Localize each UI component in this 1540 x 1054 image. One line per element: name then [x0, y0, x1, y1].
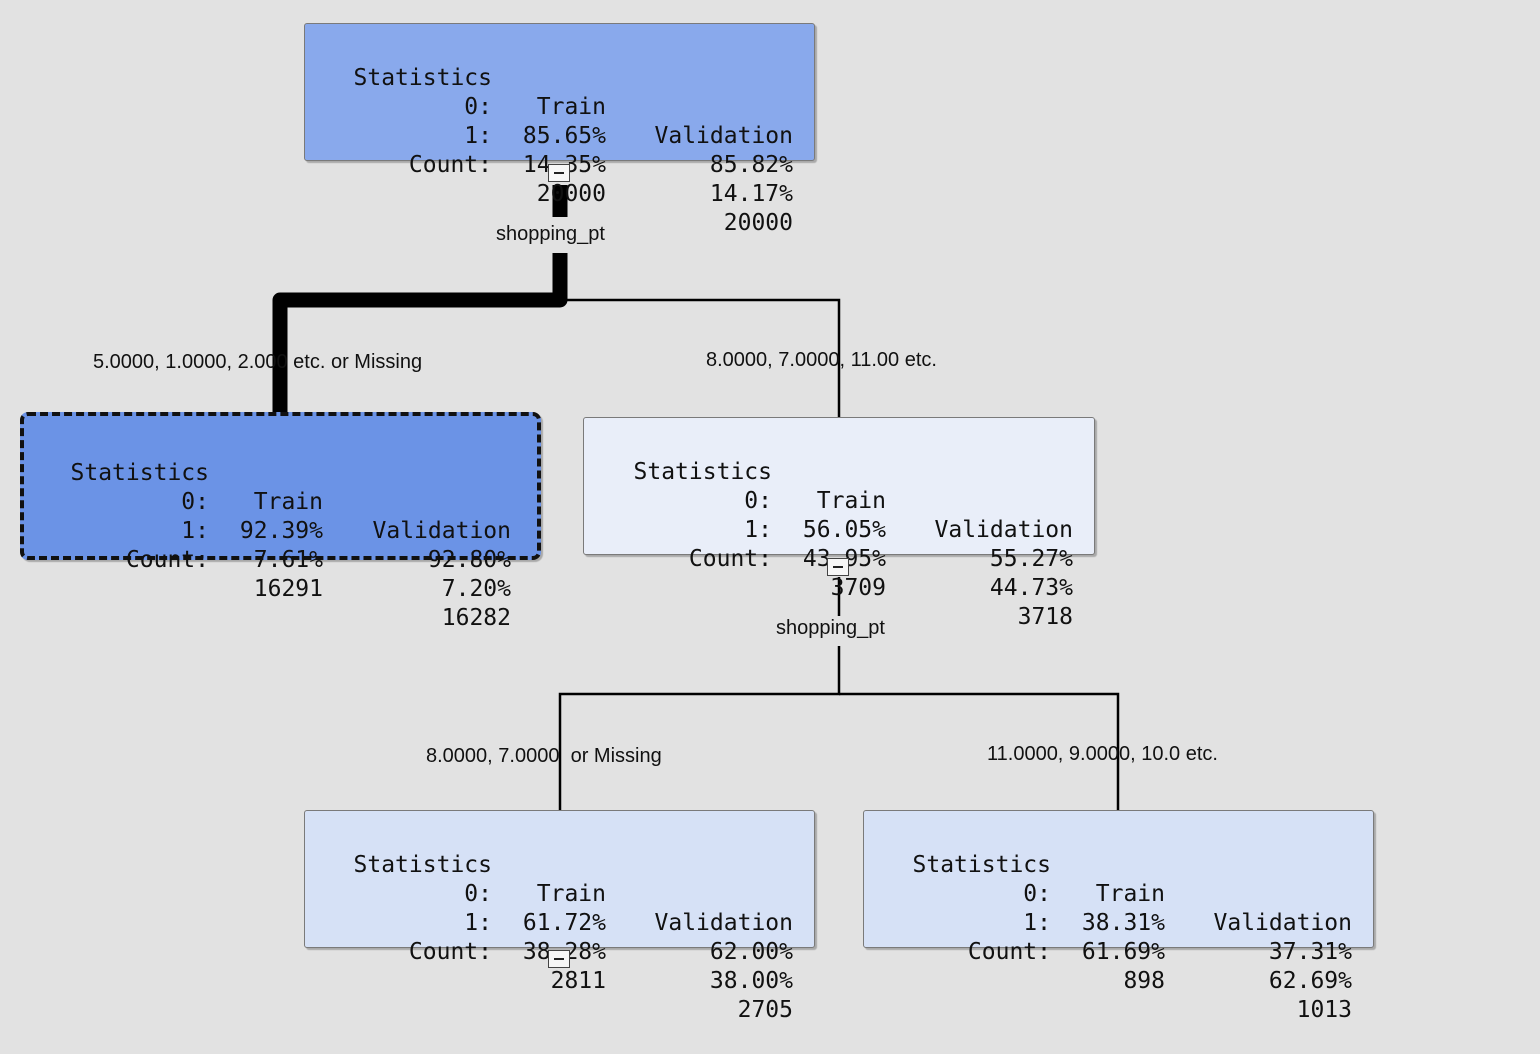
- row-label: 1:: [181, 518, 209, 544]
- row-label: 1:: [1023, 910, 1051, 936]
- row-label: Count:: [125, 547, 209, 573]
- row-label: 0:: [181, 489, 209, 515]
- train-value: 20000: [536, 181, 606, 207]
- header-validation: Validation: [654, 910, 793, 936]
- train-value: 85.65%: [522, 123, 606, 149]
- header-validation: Validation: [654, 123, 793, 149]
- train-value: 7.61%: [253, 547, 323, 573]
- tree-node-right-right[interactable]: Statistics Train Validation 0: 38.31% 37…: [863, 810, 1374, 1023]
- validation-value: 16282: [441, 605, 511, 631]
- node-row-class-0: 0: 85.65% 85.82%: [305, 64, 814, 178]
- row-label: Count:: [967, 939, 1051, 965]
- tree-edges: [272, 185, 1120, 964]
- node-row-class-1: 1: 14.35% 14.17%: [305, 93, 814, 207]
- validation-value: 14.17%: [709, 181, 793, 207]
- row-label: 1:: [464, 123, 492, 149]
- split-label-root: shopping_pt: [494, 223, 607, 246]
- collapse-toggle-right[interactable]: [827, 558, 849, 576]
- train-value: 38.31%: [1081, 910, 1165, 936]
- validation-value: 62.00%: [709, 939, 793, 965]
- train-value: 61.72%: [522, 910, 606, 936]
- tree-node-right[interactable]: Statistics Train Validation 0: 56.05% 55…: [583, 417, 1095, 630]
- train-value: 3709: [830, 575, 886, 601]
- validation-value: 92.80%: [427, 547, 511, 573]
- node-header-row: Statistics Train Validation: [24, 430, 537, 544]
- validation-value: 3718: [1017, 604, 1073, 630]
- node-row-class-0: 0: 38.31% 37.31%: [864, 851, 1373, 965]
- train-value: 92.39%: [239, 518, 323, 544]
- node-row-count: Count: 20000 20000: [305, 122, 814, 236]
- row-label: 0:: [744, 488, 772, 514]
- train-value: 56.05%: [802, 517, 886, 543]
- node-row-class-1: 1: 61.69% 62.69%: [864, 880, 1373, 994]
- node-row-count: Count: 2811 2705: [305, 909, 814, 1023]
- tree-node-left[interactable]: Statistics Train Validation 0: 92.39% 92…: [20, 412, 541, 631]
- node-row-class-0: 0: 61.72% 62.00%: [305, 851, 814, 965]
- header-validation: Validation: [1213, 910, 1352, 936]
- collapse-toggle-right-left[interactable]: [548, 950, 570, 968]
- node-row-class-1: 1: 38.28% 38.00%: [305, 880, 814, 994]
- row-label: 1:: [464, 910, 492, 936]
- header-validation: Validation: [934, 517, 1073, 543]
- header-statistics: Statistics: [70, 460, 209, 486]
- node-row-class-1: 1: 7.61% 7.20%: [24, 488, 537, 602]
- header-train: Train: [536, 94, 606, 120]
- edge-right-right: [839, 692, 1120, 811]
- header-validation: Validation: [372, 518, 511, 544]
- node-header-row: Statistics Train Validation: [584, 429, 1094, 543]
- validation-value: 62.69%: [1268, 968, 1352, 994]
- node-row-class-0: 0: 92.39% 92.80%: [24, 459, 537, 573]
- branch-label-right: 8.0000, 7.0000, 11.00 etc.: [706, 349, 937, 371]
- row-label: 0:: [1023, 881, 1051, 907]
- train-value: 61.69%: [1081, 939, 1165, 965]
- branch-label-right-left: 8.0000, 7.0000 or Missing: [426, 745, 662, 767]
- header-statistics: Statistics: [353, 65, 492, 91]
- train-value: 898: [1123, 968, 1165, 994]
- header-train: Train: [816, 488, 886, 514]
- node-row-class-1: 1: 43.95% 44.73%: [584, 487, 1094, 601]
- node-header-row: Statistics Train Validation: [864, 822, 1373, 936]
- header-train: Train: [1095, 881, 1165, 907]
- header-train: Train: [253, 489, 323, 515]
- header-statistics: Statistics: [633, 459, 772, 485]
- edge-root-split: [272, 253, 568, 414]
- row-label: 1:: [744, 517, 772, 543]
- validation-value: 37.31%: [1268, 939, 1352, 965]
- row-label: Count:: [688, 546, 772, 572]
- validation-value: 1013: [1296, 997, 1352, 1023]
- edge-root-right: [560, 298, 841, 418]
- validation-value: 85.82%: [709, 152, 793, 178]
- validation-value: 38.00%: [709, 968, 793, 994]
- header-train: Train: [536, 881, 606, 907]
- node-row-count: Count: 3709 3718: [584, 516, 1094, 630]
- collapse-toggle-root[interactable]: [548, 164, 570, 182]
- edge-right-split: [558, 646, 841, 811]
- train-value: 16291: [253, 576, 323, 602]
- validation-value: 2705: [737, 997, 793, 1023]
- header-statistics: Statistics: [353, 852, 492, 878]
- validation-value: 7.20%: [441, 576, 511, 602]
- node-row-class-0: 0: 56.05% 55.27%: [584, 458, 1094, 572]
- row-label: Count:: [408, 939, 492, 965]
- tree-node-root[interactable]: Statistics Train Validation 0: 85.65% 85…: [304, 23, 815, 236]
- decision-tree-canvas: Statistics Train Validation 0: 85.65% 85…: [20, 23, 1374, 1023]
- tree-node-right-left[interactable]: Statistics Train Validation 0: 61.72% 62…: [304, 810, 815, 1023]
- row-label: 0:: [464, 881, 492, 907]
- branch-label-left: 5.0000, 1.0000, 2.000 etc. or Missing: [93, 351, 423, 373]
- branch-label-right-right: 11.0000, 9.0000, 10.0 etc.: [987, 743, 1218, 765]
- train-value: 2811: [550, 968, 606, 994]
- node-row-count: Count: 16291 16282: [24, 517, 537, 631]
- node-header-row: Statistics Train Validation: [305, 35, 814, 149]
- node-row-count: Count: 898 1013: [864, 909, 1373, 1023]
- row-label: Count:: [408, 152, 492, 178]
- node-header-row: Statistics Train Validation: [305, 822, 814, 936]
- validation-value: 55.27%: [989, 546, 1073, 572]
- header-statistics: Statistics: [912, 852, 1051, 878]
- validation-value: 20000: [723, 210, 793, 236]
- split-label-right: shopping_pt: [774, 617, 887, 640]
- row-label: 0:: [464, 94, 492, 120]
- validation-value: 44.73%: [989, 575, 1073, 601]
